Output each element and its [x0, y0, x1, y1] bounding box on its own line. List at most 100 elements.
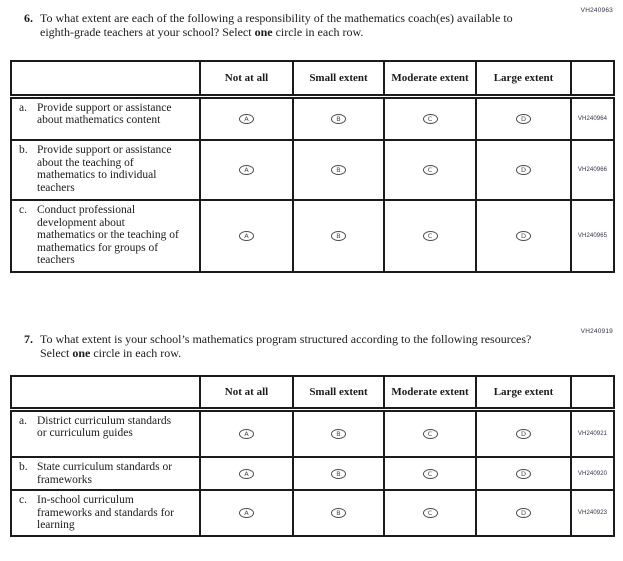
answer-circle-not-at-all[interactable]: A [239, 429, 254, 440]
question-6-response-grid: Not at all Small extent Moderate extent … [10, 60, 615, 273]
q6-header-not-at-all: Not at all [199, 60, 294, 99]
q6-row-a-label: Provide support or assistance about math… [37, 101, 172, 127]
answer-circle-not-at-all[interactable]: A [239, 165, 254, 176]
q7-row-b-letter: b. [19, 461, 28, 473]
q7-header-not-at-all: Not at all [199, 375, 294, 412]
question-7: VH240919 7. To what extent is your schoo… [0, 321, 623, 537]
q6-row-b-cell-small-extent: B [292, 139, 385, 201]
answer-circle-moderate-extent[interactable]: C [422, 508, 438, 519]
q6-row-c-label: Conduct professional development about m… [37, 204, 179, 266]
question-6-text-after: circle in each row. [272, 24, 364, 39]
question-6: VH240963 6. To what extent are each of t… [0, 0, 623, 273]
answer-circle-not-at-all[interactable]: A [239, 508, 254, 519]
answer-circle-large-extent[interactable]: D [516, 231, 531, 242]
q7-header-row: Not at all Small extent Moderate extent … [10, 375, 615, 412]
question-6-form-code: VH240963 [580, 7, 613, 14]
question-7-text-before: To what extent is your school’s mathemat… [40, 332, 532, 360]
q6-row-b-letter: b. [19, 144, 28, 156]
q6-row-b-cell-not-at-all: A [199, 139, 294, 201]
q7-row-b: b. State curriculum standards or framewo… [10, 456, 615, 491]
answer-circle-large-extent[interactable]: D [516, 468, 531, 479]
q7-row-a-label-cell: a. District curriculum standards or curr… [10, 408, 201, 458]
q6-row-c-cell-not-at-all: A [199, 199, 294, 273]
answer-circle-large-extent[interactable]: D [516, 429, 531, 440]
q6-row-b-cell-large-extent: D [475, 139, 572, 201]
q7-row-a: a. District curriculum standards or curr… [10, 408, 615, 458]
question-6-text-bold: one [254, 24, 273, 39]
answer-circle-moderate-extent[interactable]: C [422, 468, 438, 479]
q7-header-small-extent: Small extent [292, 375, 385, 412]
q7-row-b-label-cell: b. State curriculum standards or framewo… [10, 456, 201, 491]
answer-circle-not-at-all[interactable]: A [239, 114, 254, 125]
q6-header-moderate-extent: Moderate extent [383, 60, 477, 99]
q6-row-a-cell-small-extent: B [292, 95, 385, 141]
answer-circle-not-at-all[interactable]: A [239, 231, 254, 242]
question-7-text: To what extent is your school’s mathemat… [40, 332, 545, 360]
q7-row-c-letter: c. [19, 494, 27, 506]
q7-row-c-cell-moderate-extent: C [383, 489, 477, 537]
q7-header-moderate-extent: Moderate extent [383, 375, 477, 412]
q6-row-a: a. Provide support or assistance about m… [10, 95, 615, 141]
q7-row-b-cell-small-extent: B [292, 456, 385, 491]
answer-circle-moderate-extent[interactable]: C [422, 114, 438, 125]
q6-row-a-label-cell: a. Provide support or assistance about m… [10, 95, 201, 141]
q7-row-c-cell-not-at-all: A [199, 489, 294, 537]
q7-row-c-cell-small-extent: B [292, 489, 385, 537]
question-7-number: 7. [24, 332, 33, 346]
q6-row-c-cell-small-extent: B [292, 199, 385, 273]
q6-row-b-code: VH240966 [570, 139, 615, 201]
question-7-prompt: 7. To what extent is your school’s mathe… [0, 332, 623, 360]
q6-row-c-cell-moderate-extent: C [383, 199, 477, 273]
q7-header-code-col [570, 375, 615, 412]
q7-row-b-label: State curriculum standards or frameworks [37, 461, 173, 486]
q6-row-c-code: VH240965 [570, 199, 615, 273]
q6-row-a-cell-not-at-all: A [199, 95, 294, 141]
q7-row-a-label: District curriculum standards or curricu… [37, 414, 172, 440]
q6-row-b-cell-moderate-extent: C [383, 139, 477, 201]
q6-row-a-cell-large-extent: D [475, 95, 572, 141]
q7-header-large-extent: Large extent [475, 375, 572, 412]
q7-row-b-cell-large-extent: D [475, 456, 572, 491]
answer-circle-large-extent[interactable]: D [516, 165, 531, 176]
answer-circle-moderate-extent[interactable]: C [422, 231, 438, 242]
answer-circle-large-extent[interactable]: D [516, 508, 531, 519]
q7-row-c-code: VH240923 [570, 489, 615, 537]
q7-row-a-cell-moderate-extent: C [383, 408, 477, 458]
answer-circle-small-extent[interactable]: B [331, 165, 346, 176]
q6-header-large-extent: Large extent [475, 60, 572, 99]
question-6-text-before: To what extent are each of the following… [40, 11, 513, 39]
q7-row-b-cell-not-at-all: A [199, 456, 294, 491]
q6-header-code-col [570, 60, 615, 99]
q7-row-c-label: In-school curriculum frameworks and stan… [37, 494, 174, 531]
answer-circle-small-extent[interactable]: B [331, 508, 346, 519]
q6-row-a-letter: a. [19, 101, 27, 114]
q6-row-c-cell-large-extent: D [475, 199, 572, 273]
q7-row-a-letter: a. [19, 414, 27, 427]
q6-row-c-label-cell: c. Conduct professional development abou… [10, 199, 201, 273]
q6-row-c: c. Conduct professional development abou… [10, 199, 615, 273]
answer-circle-moderate-extent[interactable]: C [422, 165, 438, 176]
q7-row-c: c. In-school curriculum frameworks and s… [10, 489, 615, 537]
q7-row-a-cell-small-extent: B [292, 408, 385, 458]
q7-row-b-cell-moderate-extent: C [383, 456, 477, 491]
answer-circle-moderate-extent[interactable]: C [422, 429, 438, 440]
question-7-text-after: circle in each row. [90, 345, 182, 360]
question-7-form-code: VH240919 [580, 328, 613, 335]
answer-circle-large-extent[interactable]: D [516, 114, 531, 125]
q6-header-row: Not at all Small extent Moderate extent … [10, 60, 615, 99]
q7-row-a-code: VH240921 [570, 408, 615, 458]
q6-row-a-code: VH240964 [570, 95, 615, 141]
question-7-response-grid: Not at all Small extent Moderate extent … [10, 375, 615, 537]
answer-circle-small-extent[interactable]: B [331, 468, 346, 479]
answer-circle-small-extent[interactable]: B [331, 231, 346, 242]
answer-circle-small-extent[interactable]: B [331, 429, 346, 440]
q7-row-a-cell-not-at-all: A [199, 408, 294, 458]
q6-row-b: b. Provide support or assistance about t… [10, 139, 615, 201]
q7-header-stub [10, 375, 201, 412]
q7-row-b-code: VH240920 [570, 456, 615, 491]
answer-circle-not-at-all[interactable]: A [239, 468, 254, 479]
q6-row-a-cell-moderate-extent: C [383, 95, 477, 141]
q6-row-b-label-cell: b. Provide support or assistance about t… [10, 139, 201, 201]
question-7-text-bold: one [72, 345, 91, 360]
answer-circle-small-extent[interactable]: B [331, 114, 346, 125]
